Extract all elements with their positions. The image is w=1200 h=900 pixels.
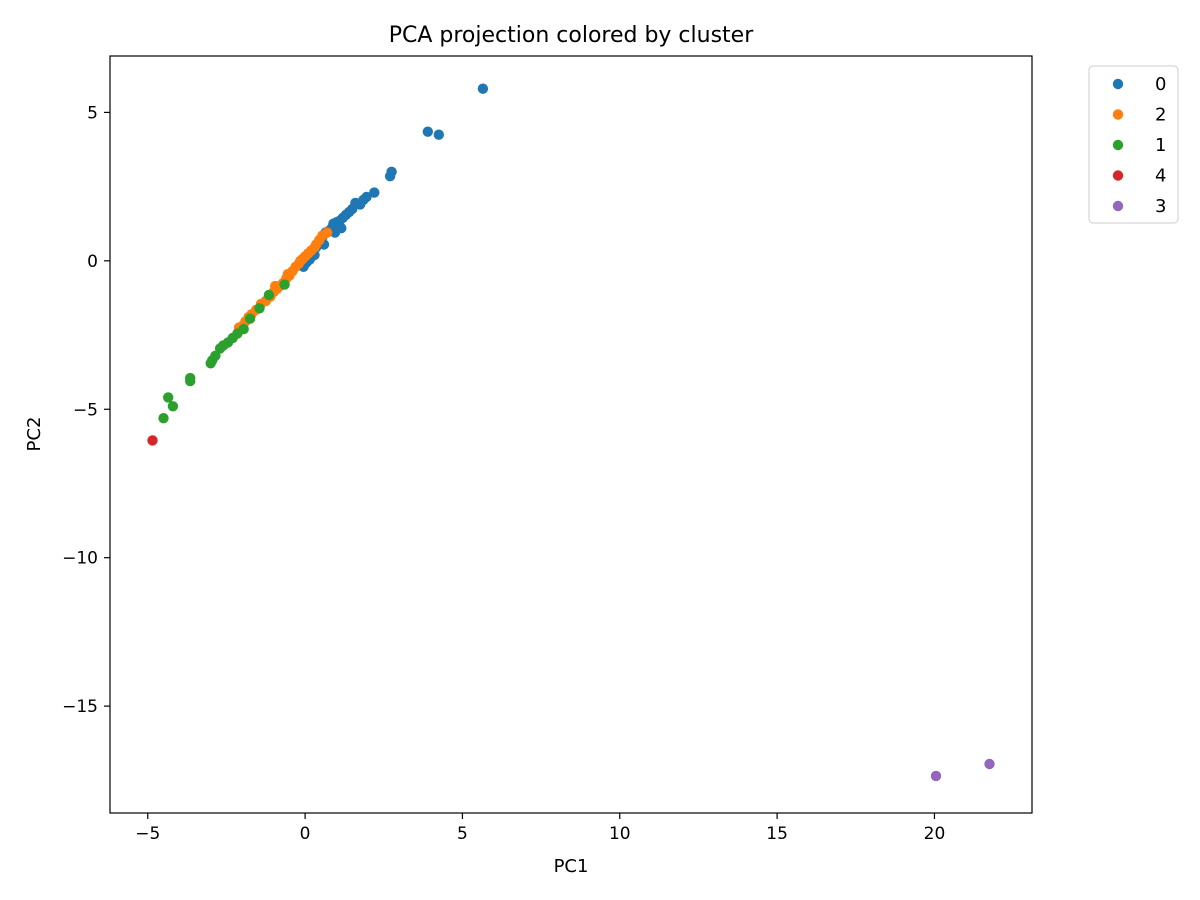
legend-label-3: 3 xyxy=(1155,196,1166,217)
data-point-cluster-2 xyxy=(282,269,293,280)
data-point-cluster-0 xyxy=(329,227,341,238)
data-point-cluster-2 xyxy=(295,255,306,266)
data-point-cluster-0 xyxy=(384,171,396,182)
x-tick-label: 20 xyxy=(924,824,946,844)
x-tick-label: −5 xyxy=(135,824,160,844)
y-tick-label: 0 xyxy=(87,252,98,272)
data-point-cluster-1 xyxy=(214,343,226,354)
data-point-cluster-1 xyxy=(254,303,265,314)
legend-label-2: 2 xyxy=(1155,105,1166,126)
data-point-cluster-1 xyxy=(163,392,174,403)
data-point-cluster-1 xyxy=(263,289,275,301)
data-point-cluster-1 xyxy=(185,375,196,387)
legend-marker-2 xyxy=(1112,109,1124,120)
legend-marker-0 xyxy=(1112,78,1124,90)
x-tick-label: 5 xyxy=(457,824,468,844)
data-point-cluster-1 xyxy=(279,279,290,290)
data-point-cluster-3 xyxy=(930,770,942,782)
data-point-cluster-0 xyxy=(369,187,380,198)
legend-box xyxy=(1088,65,1179,224)
data-point-cluster-0 xyxy=(433,129,444,140)
x-axis-label: PC1 xyxy=(554,856,589,877)
legend-label-1: 1 xyxy=(1155,135,1166,156)
y-tick-label: −15 xyxy=(62,697,98,717)
x-tick-label: 10 xyxy=(609,824,631,844)
y-axis-label: PC2 xyxy=(24,417,45,452)
data-point-cluster-4 xyxy=(147,435,158,446)
y-tick-label: 5 xyxy=(87,103,98,123)
chart-title: PCA projection colored by cluster xyxy=(389,23,754,48)
y-axis: 5 0 −5 −10 −15 xyxy=(62,103,110,717)
legend-label-4: 4 xyxy=(1155,166,1166,187)
x-axis: −5 0 5 10 15 20 xyxy=(135,813,945,844)
y-tick-label: −10 xyxy=(62,549,98,569)
legend-marker-1 xyxy=(1112,139,1124,151)
data-point-cluster-3 xyxy=(984,758,995,770)
legend: 0 2 1 4 3 xyxy=(1088,65,1179,224)
data-point-cluster-2 xyxy=(270,280,281,292)
legend-marker-4 xyxy=(1112,170,1124,181)
data-point-cluster-0 xyxy=(477,83,489,94)
points-layer xyxy=(147,83,995,782)
data-point-cluster-1 xyxy=(205,358,216,369)
plot-area-frame xyxy=(109,55,1033,814)
x-tick-label: 0 xyxy=(300,824,311,844)
data-point-cluster-0 xyxy=(422,126,433,137)
legend-label-0: 0 xyxy=(1155,74,1166,95)
data-point-cluster-1 xyxy=(244,313,256,324)
data-point-cluster-1 xyxy=(167,401,179,412)
y-tick-label: −5 xyxy=(73,400,98,420)
data-point-cluster-1 xyxy=(158,413,169,424)
legend-marker-3 xyxy=(1112,200,1124,212)
x-tick-label: 15 xyxy=(766,824,788,844)
